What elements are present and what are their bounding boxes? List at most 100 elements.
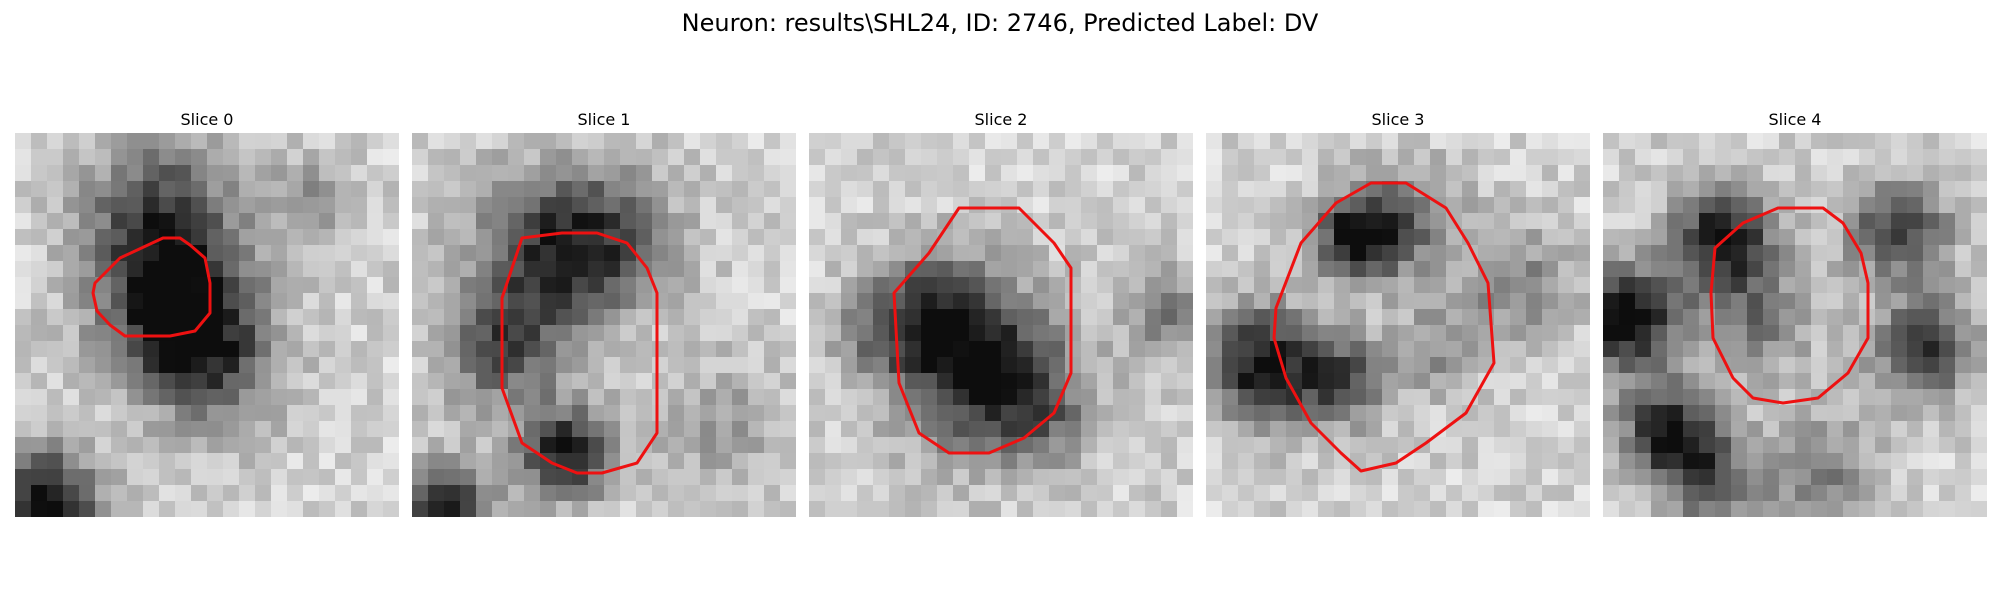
pixel-cell [191, 469, 208, 486]
pixel-cell [1715, 389, 1732, 406]
pixel-cell [111, 421, 128, 438]
pixel-cell [1510, 501, 1527, 517]
pixel-cell [1254, 181, 1271, 198]
pixel-cell [159, 133, 176, 150]
pixel-cell [444, 277, 461, 294]
slice-image-1 [412, 133, 796, 517]
pixel-cell [1763, 341, 1780, 358]
pixel-cell [460, 389, 477, 406]
pixel-cell [351, 277, 368, 294]
pixel-cell [1177, 341, 1193, 358]
pixel-cell [1763, 501, 1780, 517]
pixel-cell [1526, 277, 1543, 294]
pixel-cell [444, 421, 461, 438]
pixel-cell [335, 293, 352, 310]
pixel-cell [143, 309, 160, 326]
pixel-cell [1731, 309, 1748, 326]
pixel-cell [1430, 501, 1447, 517]
pixel-cell [636, 485, 653, 502]
pixel-cell [540, 245, 557, 262]
pixel-cell [969, 325, 986, 342]
pixel-cell [636, 133, 653, 150]
pixel-cell [1161, 325, 1178, 342]
pixel-cell [1494, 165, 1511, 182]
pixel-cell [31, 469, 48, 486]
pixel-cell [1574, 437, 1590, 454]
pixel-cell [572, 373, 589, 390]
pixel-cell [1510, 405, 1527, 422]
pixel-cell [1843, 149, 1860, 166]
pixel-cell [460, 245, 477, 262]
pixel-cell [1049, 197, 1066, 214]
pixel-cell [15, 341, 32, 358]
pixel-cell [63, 485, 80, 502]
pixel-cell [367, 325, 384, 342]
pixel-cell [1033, 149, 1050, 166]
pixel-cell [1939, 325, 1956, 342]
pixel-cell [1113, 389, 1130, 406]
slice-title-4: Slice 4 [1768, 110, 1822, 129]
pixel-cell [1462, 165, 1479, 182]
pixel-cell [1971, 405, 1987, 422]
pixel-cell [31, 181, 48, 198]
pixel-cell [1891, 165, 1908, 182]
pixel-cell [841, 277, 858, 294]
pixel-cell [1350, 277, 1367, 294]
pixel-cell [1478, 485, 1495, 502]
pixel-cell [1049, 373, 1066, 390]
pixel-cell [1302, 341, 1319, 358]
pixel-cell [95, 421, 112, 438]
pixel-cell [1145, 501, 1162, 517]
pixel-cell [1177, 229, 1193, 246]
pixel-cell [367, 133, 384, 150]
pixel-cell [79, 469, 96, 486]
pixel-cell [937, 357, 954, 374]
pixel-cell [1382, 405, 1399, 422]
pixel-cell [1795, 133, 1812, 150]
pixel-cell [492, 293, 509, 310]
pixel-cell [1177, 309, 1193, 326]
pixel-cell [1494, 453, 1511, 470]
pixel-cell [127, 373, 144, 390]
pixel-cell [764, 277, 781, 294]
pixel-cell [1603, 133, 1620, 150]
pixel-cell [1779, 133, 1796, 150]
pixel-cell [1715, 469, 1732, 486]
pixel-cell [1414, 485, 1431, 502]
pixel-cell [367, 389, 384, 406]
pixel-cell [825, 309, 842, 326]
pixel-cell [303, 261, 320, 278]
pixel-cell [1939, 229, 1956, 246]
pixel-cell [1177, 357, 1193, 374]
pixel-cell [668, 309, 685, 326]
pixel-cell [1238, 357, 1255, 374]
pixel-cell [1667, 405, 1684, 422]
pixel-cell [1542, 325, 1559, 342]
pixel-cell [1635, 357, 1652, 374]
pixel-cell [684, 309, 701, 326]
pixel-cell [255, 277, 272, 294]
pixel-cell [1667, 293, 1684, 310]
pixel-cell [460, 357, 477, 374]
pixel-cell [937, 405, 954, 422]
pixel-cell [1049, 213, 1066, 230]
pixel-cell [1923, 309, 1940, 326]
pixel-cell [668, 373, 685, 390]
pixel-cell [636, 341, 653, 358]
pixel-cell [604, 373, 621, 390]
pixel-cell [508, 277, 525, 294]
pixel-cell [1145, 437, 1162, 454]
pixel-cell [1286, 357, 1303, 374]
pixel-cell [1462, 389, 1479, 406]
pixel-cell [319, 277, 336, 294]
pixel-cell [1097, 421, 1114, 438]
pixel-cell [1955, 229, 1972, 246]
pixel-cell [1763, 357, 1780, 374]
pixel-cell [1113, 197, 1130, 214]
pixel-cell [588, 149, 605, 166]
pixel-cell [444, 453, 461, 470]
pixel-cell [873, 501, 890, 517]
pixel-cell [1334, 229, 1351, 246]
pixel-cell [1891, 213, 1908, 230]
pixel-cell [1366, 309, 1383, 326]
